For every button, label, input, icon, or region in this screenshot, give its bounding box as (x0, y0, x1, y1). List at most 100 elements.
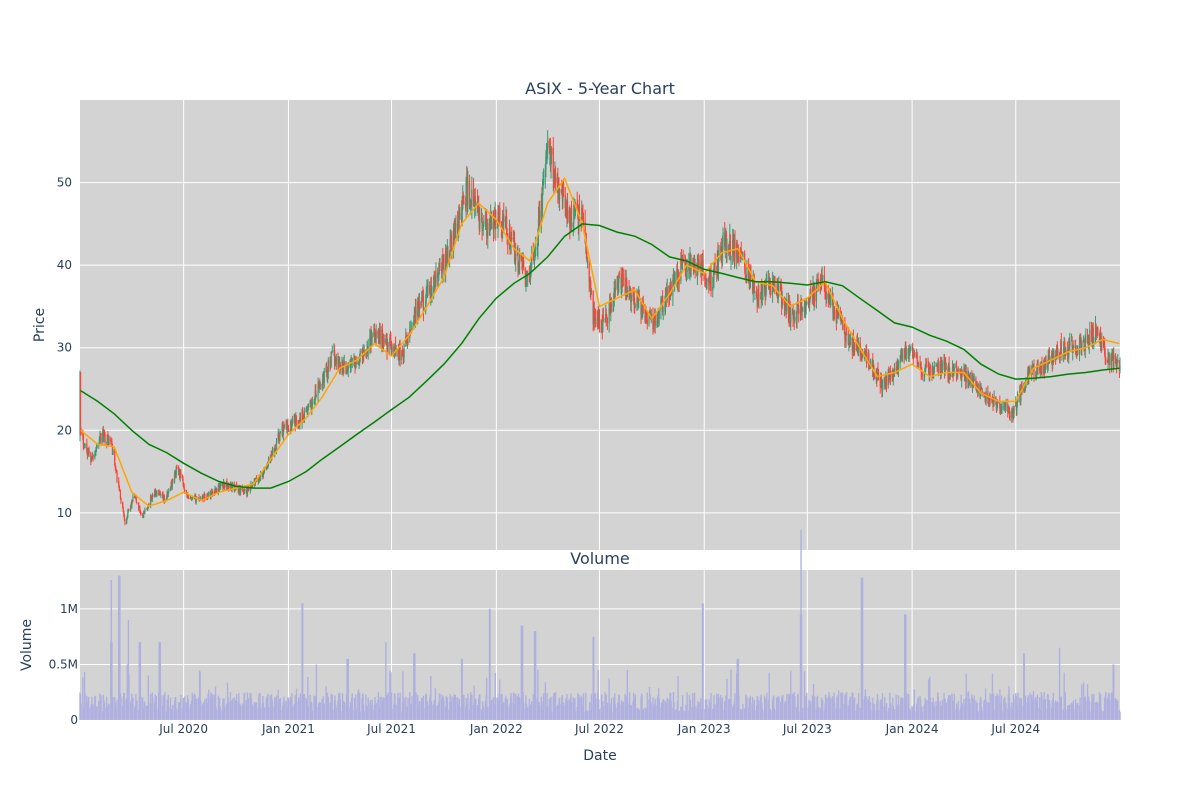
candle-body (997, 402, 999, 404)
candle-body (359, 354, 361, 364)
candle-body (697, 254, 699, 265)
volume-bar (634, 694, 637, 720)
candle-body (1000, 409, 1002, 411)
candle-body (532, 252, 534, 255)
candle-body (880, 374, 882, 387)
candle-body (684, 262, 686, 264)
candle-body (937, 363, 939, 373)
candle-body (885, 376, 888, 386)
volume-bar (1037, 707, 1039, 720)
volume-bar (864, 689, 867, 720)
volume-bar (1110, 692, 1113, 720)
candle-body (327, 359, 329, 373)
volume-bar (383, 697, 385, 720)
candle-body (267, 458, 270, 464)
candle-body (740, 248, 742, 255)
candle-body (173, 473, 176, 483)
volume-bar (778, 696, 780, 720)
volume-bar (570, 702, 573, 720)
volume-bar (585, 692, 587, 720)
volume-bar (402, 671, 404, 720)
volume-bar (694, 705, 696, 720)
candle-body (507, 235, 509, 246)
volume-bar (845, 692, 848, 720)
volume-bar (530, 701, 533, 720)
candle-body (725, 232, 728, 252)
candle-body (462, 196, 464, 203)
candle-body (908, 352, 910, 355)
candle-body (1024, 385, 1027, 388)
candle-body (402, 350, 404, 356)
candle-body (454, 223, 456, 237)
candle-body (924, 365, 926, 375)
candle-body (195, 499, 197, 503)
candle-body (714, 262, 716, 272)
candle-body (909, 347, 912, 351)
candle-body (573, 205, 575, 210)
volume-bar (1045, 708, 1047, 720)
candle-body (681, 260, 683, 262)
candle-body (634, 302, 636, 307)
volume-bar (554, 692, 557, 720)
volume-bar (219, 708, 222, 720)
volume-bar (1085, 700, 1087, 720)
volume-bar (626, 669, 629, 720)
volume-bar (688, 695, 691, 720)
candle-body (210, 491, 213, 494)
candle-body (1004, 405, 1007, 410)
volume-bar (222, 698, 224, 720)
volume-bar (399, 692, 401, 720)
candle-body (502, 216, 504, 230)
candle-body (1047, 355, 1049, 365)
volume-bar (124, 700, 126, 720)
volume-bar (112, 696, 114, 720)
volume-bar (981, 710, 983, 720)
volume-bar (762, 711, 764, 720)
candle-body (139, 511, 141, 513)
volume-bar (485, 677, 488, 720)
candle-body (624, 277, 626, 286)
volume-bar (385, 642, 387, 720)
volume-bar (861, 577, 864, 720)
volume-bar (622, 701, 625, 720)
volume-bar (877, 709, 880, 720)
volume-bar (881, 693, 884, 720)
volume-bar (164, 692, 166, 720)
volume-bar (503, 702, 505, 720)
candle-body (437, 276, 439, 279)
volume-bar (797, 693, 799, 720)
volume-bar (1000, 695, 1003, 720)
candle-body (606, 318, 609, 324)
candle-body (764, 283, 766, 289)
candle-body (1083, 338, 1085, 347)
candle-body (275, 441, 278, 450)
candle-body (275, 449, 277, 451)
candle-body (617, 283, 619, 287)
candle-body (888, 371, 890, 380)
volume-bar (390, 692, 393, 720)
volume-bar (885, 702, 888, 720)
volume-bar (770, 710, 772, 720)
volume-bar (463, 694, 465, 720)
candle-body (961, 372, 963, 374)
volume-bar (825, 697, 828, 720)
volume-bar (287, 698, 290, 720)
candle-body (1003, 405, 1005, 407)
candle-body (221, 483, 223, 486)
candle-body (349, 364, 352, 368)
candle-body (299, 417, 302, 423)
candle-body (187, 495, 189, 498)
candle-body (500, 221, 503, 227)
volume-bar (491, 699, 493, 720)
x-tick-label: Jan 2024 (885, 722, 939, 736)
candle-body (836, 309, 839, 315)
volume-bar (638, 709, 640, 720)
candle-body (892, 375, 894, 380)
volume-bar (439, 693, 441, 720)
candle-body (233, 483, 235, 492)
candle-body (130, 504, 132, 510)
volume-bar (155, 695, 158, 720)
candle-body (1052, 353, 1054, 364)
candle-body (1055, 352, 1057, 360)
candle-body (917, 362, 919, 367)
